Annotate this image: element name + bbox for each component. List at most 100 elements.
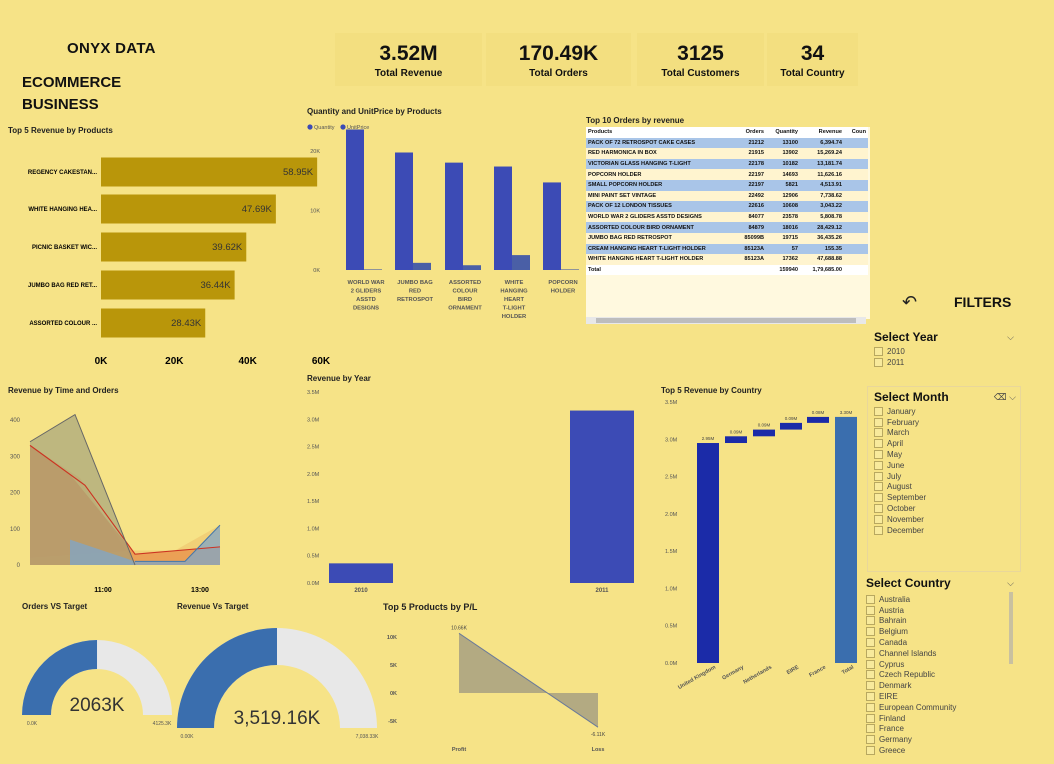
checkbox[interactable] xyxy=(874,525,883,535)
column-header[interactable]: Orders xyxy=(745,129,764,136)
checkbox[interactable] xyxy=(866,605,875,615)
chart-title-top5-products: Top 5 Revenue by Products xyxy=(8,126,113,135)
slicer-option[interactable]: Czech Republic xyxy=(866,670,1014,681)
slicer-option[interactable]: March xyxy=(874,428,1020,439)
checkbox[interactable] xyxy=(874,428,883,438)
slicer-option[interactable]: February xyxy=(874,417,1020,428)
slicer-option[interactable]: Channel Islands xyxy=(866,648,1014,659)
checkbox[interactable] xyxy=(874,357,883,367)
checkbox[interactable] xyxy=(874,346,883,356)
chevron-down-icon[interactable]: ⌵ xyxy=(1007,331,1014,342)
loss-area xyxy=(547,693,598,728)
table-cell: RED HARMONICA IN BOX xyxy=(588,150,657,157)
checkbox[interactable] xyxy=(874,450,883,460)
slicer-option[interactable]: April xyxy=(874,438,1020,449)
table-row[interactable]: VICTORIAN GLASS HANGING T-LIGHT 22178 1018… xyxy=(586,158,868,170)
checkbox[interactable] xyxy=(866,670,875,680)
table-row[interactable]: JUMBO BAG RED RETROSPOT 85099B 19715 36,435… xyxy=(586,232,868,244)
column-header[interactable]: Quantity xyxy=(775,129,798,136)
checkbox[interactable] xyxy=(874,504,883,514)
table-row[interactable]: WORLD WAR 2 GLIDERS ASSTD DESIGNS 84077 23… xyxy=(586,211,868,223)
slicer-option[interactable]: September xyxy=(874,492,1020,503)
data-label: 3.30M xyxy=(840,410,853,415)
option-label: Belgium xyxy=(879,627,908,637)
option-label: Denmark xyxy=(879,681,912,691)
column-header[interactable]: Coun xyxy=(851,129,866,136)
slicer-option[interactable]: October xyxy=(874,503,1020,514)
slicer-option[interactable]: EIRE xyxy=(866,691,1014,702)
chevron-down-icon[interactable]: ⌵ xyxy=(1009,391,1016,402)
table-row[interactable]: ASSORTED COLOUR BIRD ORNAMENT 84879 18016 2… xyxy=(586,222,868,233)
checkbox[interactable] xyxy=(866,659,875,669)
slicer-option[interactable]: Bahrain xyxy=(866,616,1014,627)
checkbox[interactable] xyxy=(874,514,883,524)
table-cell: 22616 xyxy=(748,203,764,210)
checkbox[interactable] xyxy=(866,735,875,745)
table-row[interactable]: RED HARMONICA IN BOX 21915 13902 15,269.24 xyxy=(586,148,868,159)
checkbox[interactable] xyxy=(874,493,883,503)
slicer-option[interactable]: European Community xyxy=(866,702,1014,713)
table-row[interactable]: PACK OF 72 RETROSPOT CAKE CASES 21212 1310… xyxy=(586,137,868,149)
slicer-option[interactable]: January xyxy=(874,406,1020,417)
slicer-option[interactable]: Canada xyxy=(866,637,1014,648)
tick-label: 3.5M xyxy=(665,400,678,406)
checkbox[interactable] xyxy=(866,594,875,604)
checkbox[interactable] xyxy=(874,406,883,416)
table-horizontal-scrollbar[interactable] xyxy=(586,317,866,324)
option-label: February xyxy=(887,417,920,427)
checkbox[interactable] xyxy=(866,681,875,691)
reset-icon[interactable]: ↶ xyxy=(902,292,918,312)
slicer-option[interactable]: Germany xyxy=(866,734,1014,745)
brand-title: ONYX DATA xyxy=(67,40,156,57)
data-label: 47.69K xyxy=(242,204,273,215)
checkbox[interactable] xyxy=(874,439,883,449)
top10-table-container[interactable]: Products Orders Quantity Revenue Coun PACK O… xyxy=(586,127,870,319)
country-options: Australia Austria Bahrain Belgium Canada Chan… xyxy=(866,594,1014,756)
slicer-option[interactable]: Australia xyxy=(866,594,1014,605)
slicer-option[interactable]: 2010 xyxy=(874,346,1014,357)
slicer-option[interactable]: France xyxy=(866,724,1014,735)
column-header[interactable]: Products xyxy=(588,129,613,136)
slicer-option[interactable]: August xyxy=(874,482,1020,493)
slicer-option[interactable]: December xyxy=(874,525,1020,536)
checkbox[interactable] xyxy=(866,638,875,648)
column-header[interactable]: Revenue xyxy=(818,129,842,136)
table-row[interactable]: CREAM HANGING HEART T-LIGHT HOLDER 85123A… xyxy=(586,243,868,255)
slicer-option[interactable]: Austria xyxy=(866,605,1014,616)
checkbox[interactable] xyxy=(866,616,875,626)
checkbox[interactable] xyxy=(874,482,883,492)
country-waterfall-chart: 0.0M 0.5M 1.0M 1.5M 2.0M 2.5M 3.0M 3.5M 2.95M Uni… xyxy=(665,400,857,691)
table-row[interactable]: PACK OF 12 LONDON TISSUES 22616 10608 3,043… xyxy=(586,201,868,212)
slicer-option[interactable]: Denmark xyxy=(866,680,1014,691)
checkbox[interactable] xyxy=(874,460,883,470)
kpi-label: Total Customers xyxy=(661,68,740,79)
checkbox[interactable] xyxy=(866,724,875,734)
country-scrollbar[interactable] xyxy=(1009,592,1013,664)
chevron-down-icon[interactable]: ⌵ xyxy=(1007,577,1014,588)
slicer-option[interactable]: May xyxy=(874,449,1020,460)
table-row[interactable]: MINI PAINT SET VINTAGE 22492 12906 7,738.62 xyxy=(586,190,868,202)
checkbox[interactable] xyxy=(874,471,883,481)
slicer-option[interactable]: July xyxy=(874,471,1020,482)
eraser-icon[interactable]: ⌫ xyxy=(993,391,1007,402)
table-cell: 5,808.78 xyxy=(820,214,842,221)
checkbox[interactable] xyxy=(866,713,875,723)
slicer-option[interactable]: November xyxy=(874,514,1020,525)
slicer-option[interactable]: Greece xyxy=(866,745,1014,756)
table-row[interactable]: WHITE HANGING HEART T-LIGHT HOLDER 85123A… xyxy=(586,254,868,265)
slicer-option[interactable]: Belgium xyxy=(866,626,1014,637)
checkbox[interactable] xyxy=(866,692,875,702)
checkbox[interactable] xyxy=(874,417,883,427)
table-row[interactable]: POPCORN HOLDER 22197 14693 11,626.16 xyxy=(586,169,868,180)
scrollbar-thumb[interactable] xyxy=(596,318,856,323)
table-row[interactable]: SMALL POPCORN HOLDER 22197 5821 4,513.91 xyxy=(586,179,868,191)
checkbox[interactable] xyxy=(866,746,875,756)
slicer-option[interactable]: Finland xyxy=(866,713,1014,724)
checkbox[interactable] xyxy=(866,648,875,658)
option-label: 2011 xyxy=(887,357,905,367)
checkbox[interactable] xyxy=(866,627,875,637)
slicer-option[interactable]: Cyprus xyxy=(866,659,1014,670)
checkbox[interactable] xyxy=(866,702,875,712)
slicer-option[interactable]: June xyxy=(874,460,1020,471)
slicer-option[interactable]: 2011 xyxy=(874,357,1014,368)
